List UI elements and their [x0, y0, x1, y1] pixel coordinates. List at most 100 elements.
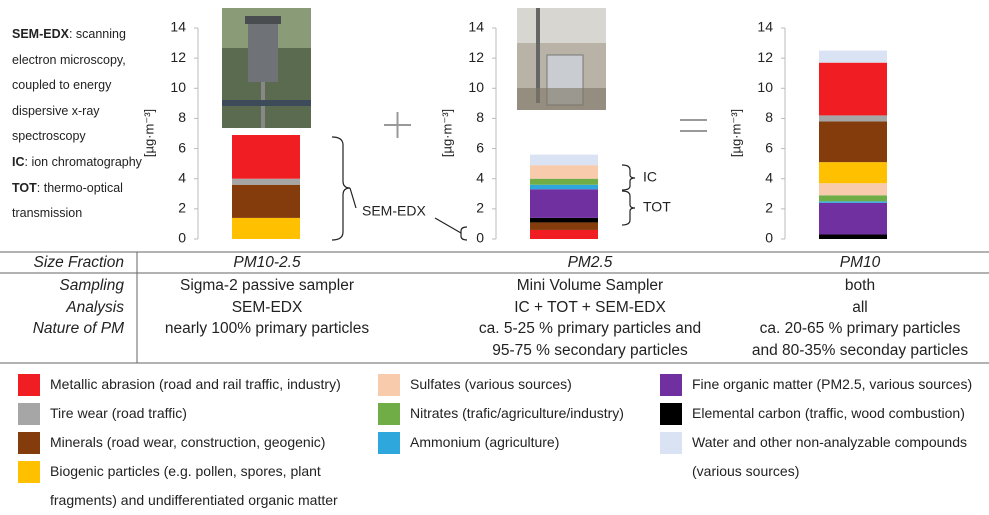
- note-term: TOT: [12, 180, 37, 195]
- bar-segment: [819, 183, 887, 196]
- table-cell: Mini Volume Sampler: [516, 277, 664, 294]
- row-label: Nature of PM: [32, 320, 124, 337]
- table-cell: all: [852, 298, 868, 316]
- y-tick-label: 4: [476, 169, 484, 185]
- table-cell: nearly 100% primary particles: [164, 320, 370, 337]
- legend-label: Biogenic particles (e.g. pollen, spores,…: [50, 463, 338, 508]
- legend-swatch: [660, 373, 682, 396]
- legend-label: Tire wear (road traffic): [50, 405, 187, 421]
- annotation: TOT: [643, 199, 671, 215]
- y-tick-label: 2: [178, 200, 186, 216]
- row-label: Analysis: [66, 298, 124, 316]
- table-header: PM10: [839, 254, 881, 271]
- y-tick-label: 12: [757, 49, 773, 65]
- table-header: PM2.5: [567, 254, 613, 271]
- bar-segment: [232, 217, 300, 239]
- y-tick-label: 8: [765, 109, 773, 125]
- note-term: SEM-EDX: [12, 27, 69, 41]
- note: SEM-EDX: scanning electron microscopy, c…: [12, 22, 162, 150]
- note-term: IC: [12, 154, 25, 169]
- legend-label: Fine organic matter (PM2.5, various sour…: [692, 376, 973, 392]
- bar-segment: [819, 202, 887, 235]
- y-tick-label: 0: [476, 230, 484, 246]
- legend-swatch: [378, 431, 400, 454]
- row-label: Sampling: [59, 277, 124, 294]
- bar-segment: [819, 162, 887, 184]
- table-cell: ca. 5-25 % primary particles and 95-75 %…: [478, 320, 702, 359]
- table-cell: Sigma-2 passive sampler: [179, 277, 354, 294]
- y-tick-label: 4: [178, 169, 186, 185]
- y-tick-label: 2: [476, 200, 484, 216]
- y-tick-label: 14: [468, 19, 484, 35]
- y-tick-label: 0: [765, 230, 773, 246]
- photo-sampler-2: [517, 8, 606, 110]
- table-header: Size Fraction: [33, 254, 124, 271]
- bar-segment: [530, 184, 598, 190]
- y-tick-label: 12: [170, 49, 186, 65]
- legend-label: Ammonium (agriculture): [410, 434, 560, 450]
- bar-segment: [530, 165, 598, 179]
- notes: SEM-EDX: scanning electron microscopy, c…: [12, 22, 162, 227]
- y-tick-label: 14: [170, 19, 186, 35]
- equals-sign: [680, 119, 707, 132]
- y-axis-label: [µg·m⁻³]: [728, 109, 743, 157]
- y-tick-label: 14: [757, 19, 773, 35]
- y-tick-label: 0: [178, 230, 186, 246]
- y-tick-label: 10: [170, 79, 186, 95]
- bar-segment: [232, 184, 300, 218]
- legend-swatch: [378, 373, 400, 396]
- legend-swatch: [18, 431, 40, 454]
- bar-segment: [819, 201, 887, 203]
- bar-segment: [819, 195, 887, 202]
- bar-segment: [530, 154, 598, 166]
- y-tick-label: 10: [757, 79, 773, 95]
- legend-swatch: [18, 402, 40, 425]
- note-text: : scanning electron microscopy, coupled …: [12, 27, 126, 144]
- note-text: : ion chromatography: [24, 154, 142, 169]
- legend-label: Metallic abrasion (road and rail traffic…: [50, 376, 341, 392]
- bar-segment: [530, 178, 598, 185]
- legend-label: Minerals (road wear, construction, geoge…: [50, 434, 326, 450]
- bar-segment: [819, 62, 887, 116]
- bar-segment: [819, 50, 887, 63]
- y-axis-label: [µg·m⁻³]: [141, 109, 156, 157]
- bar-segment: [530, 189, 598, 218]
- bar-segment: [819, 121, 887, 163]
- bar-segment: [232, 178, 300, 185]
- brackets: [331, 136, 636, 241]
- table-cell: both: [844, 277, 876, 294]
- legend-swatch: [18, 373, 40, 396]
- bar-segment: [819, 234, 887, 239]
- legend-label: Water and other non-analyzable compounds…: [692, 434, 967, 479]
- table-header: PM10-2.5: [233, 254, 301, 271]
- bar-segment: [232, 135, 300, 179]
- photo-sampler-1: [222, 8, 311, 128]
- y-tick-label: 6: [476, 139, 484, 155]
- legend-label: Elemental carbon (traffic, wood combusti…: [692, 405, 965, 421]
- y-tick-label: 12: [468, 49, 484, 65]
- y-tick-label: 4: [765, 169, 773, 185]
- annotation: SEM-EDX: [362, 203, 426, 219]
- note: TOT: thermo-optical transmission: [12, 176, 162, 227]
- y-tick-label: 10: [468, 79, 484, 95]
- bar-segment: [819, 115, 887, 122]
- y-tick-label: 2: [765, 200, 773, 216]
- bar-segment: [530, 217, 598, 223]
- legend-swatch: [378, 402, 400, 425]
- legend-swatch: [18, 460, 40, 483]
- y-tick-label: 8: [476, 109, 484, 125]
- bar-segment: [530, 222, 598, 230]
- bar-segment: [530, 229, 598, 239]
- legend-swatch: [660, 402, 682, 425]
- table-cell: ca. 20-65 % primary particles and 80-35%…: [751, 320, 969, 359]
- table-rules: [0, 251, 989, 364]
- note: IC: ion chromatography: [12, 150, 162, 176]
- plus-sign: [384, 112, 411, 138]
- y-tick-label: 6: [765, 139, 773, 155]
- y-tick-label: 8: [178, 109, 186, 125]
- legend-swatch: [660, 431, 682, 454]
- table-cell: SEM-EDX: [231, 298, 303, 316]
- y-tick-label: 6: [178, 139, 186, 155]
